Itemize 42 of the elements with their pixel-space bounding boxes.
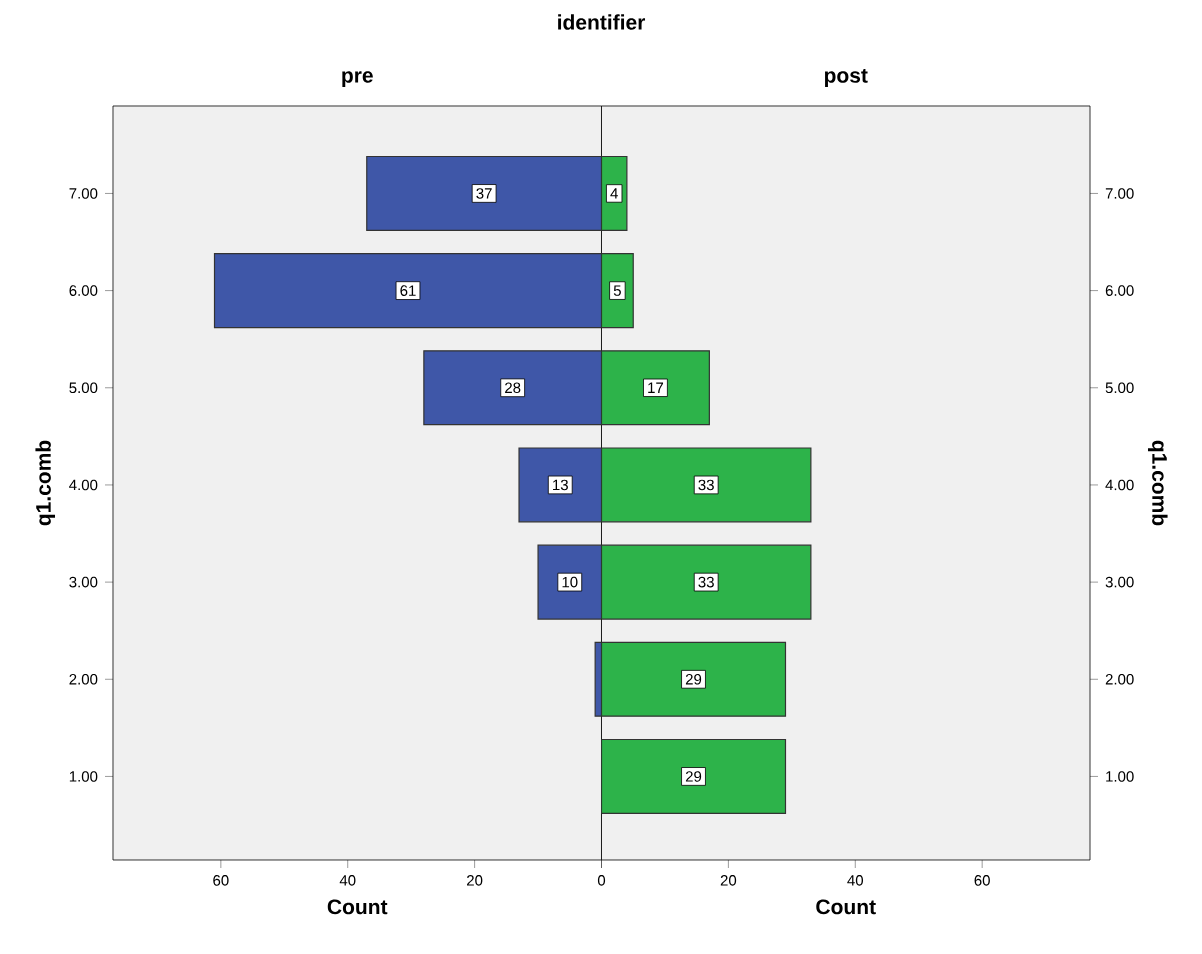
data-label: 33 (698, 576, 714, 588)
x-tick-label: 0 (597, 875, 606, 886)
y-tick-label: 6.00 (69, 285, 98, 296)
data-label: 13 (553, 479, 568, 491)
y-tick-label: 3.00 (69, 576, 98, 588)
data-label: 5 (613, 285, 621, 296)
y-axis-title: q1.comb (35, 440, 56, 526)
y-tick-label: 2.00 (69, 673, 98, 685)
y-tick-label: 5.00 (69, 382, 98, 394)
bar (601, 738, 787, 814)
data-label: 61 (400, 285, 416, 296)
x-tick-label: 60 (213, 875, 229, 886)
data-label: 4 (610, 188, 618, 199)
bar (537, 544, 602, 620)
data-label: 10 (562, 576, 578, 588)
data-label: 37 (476, 188, 492, 199)
x-tick-label: 20 (467, 875, 483, 886)
data-label: 28 (505, 382, 521, 394)
y-tick-label: 3.00 (1105, 576, 1134, 588)
text: identifier (558, 14, 646, 30)
x-tick-label: 60 (974, 875, 990, 886)
y-tick-label: 7.00 (1105, 188, 1134, 199)
y-tick-label: 1.00 (1106, 771, 1134, 782)
chart-title: pre (342, 71, 373, 87)
y-tick-label: 4.00 (69, 479, 98, 491)
y-tick-label: 5.00 (1105, 382, 1134, 394)
chart-title: post (824, 68, 868, 87)
x-tick-label: 20 (720, 875, 737, 886)
y-tick-label: 1.00 (69, 771, 98, 782)
y-tick-label: 2.00 (1105, 673, 1134, 685)
data-label: 29 (685, 673, 702, 685)
x-tick-label: 40 (339, 875, 356, 886)
data-label: 33 (698, 479, 714, 491)
data-label: 17 (648, 382, 664, 393)
y-tick-label: 4.00 (1105, 479, 1134, 491)
data-label: 29 (685, 771, 702, 782)
y-axis-title: q1.comb (1147, 440, 1168, 526)
x-axis-title: Count (327, 899, 388, 915)
y-tick-label: 6.00 (1105, 285, 1134, 296)
x-axis-title: Count (816, 899, 876, 915)
y-tick-label: 7.00 (69, 188, 98, 199)
x-tick-label: 40 (847, 875, 864, 886)
